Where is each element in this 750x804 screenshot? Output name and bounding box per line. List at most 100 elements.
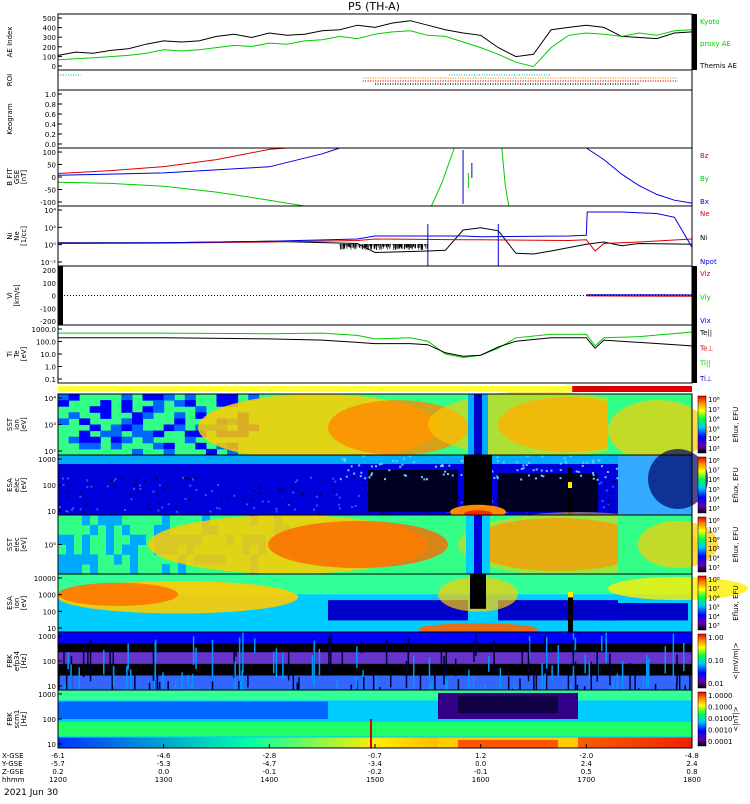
spectrogram-cell — [332, 478, 334, 480]
spectrogram-cell — [205, 494, 207, 496]
spectrogram-cell — [67, 511, 69, 513]
spectrogram-cell — [156, 478, 158, 480]
spectrogram-cell — [560, 463, 562, 465]
ni-series-2 — [58, 212, 692, 247]
esa1-colorbar — [698, 457, 706, 513]
spectrogram-cell — [115, 478, 117, 480]
spectrogram-cell — [546, 637, 548, 669]
spectrogram-cell — [488, 656, 490, 672]
sst1-cb-tick: 10⁸ — [708, 396, 720, 404]
sst1-ylabel: [eV] — [20, 417, 28, 432]
spectrogram-cell — [609, 510, 611, 512]
spectrogram-cell — [111, 425, 122, 432]
spectrogram-cell — [121, 437, 132, 444]
spectrogram-cell — [253, 507, 255, 509]
spectrogram-cell — [130, 554, 138, 564]
spectrogram-cell — [333, 490, 335, 492]
spectrogram-cell — [122, 545, 130, 555]
spectrogram-cell — [66, 535, 74, 545]
spectrogram-cell — [614, 480, 616, 482]
bfit-ytick-label: 50 — [47, 162, 56, 170]
spectrogram-cell — [461, 502, 463, 504]
spectrogram-cell — [67, 477, 69, 479]
spectrogram-cell — [188, 478, 190, 480]
ti-legend-1: Te⊥ — [699, 344, 714, 352]
spectrogram-cell — [80, 508, 82, 510]
spectrogram-cell — [239, 637, 241, 680]
spectrogram-cell — [90, 640, 92, 681]
ti-ylabel: [eV] — [20, 346, 28, 361]
spectrogram-cell — [69, 394, 80, 401]
spectrogram-cell — [87, 652, 89, 670]
spectrogram-cell — [610, 492, 612, 494]
fbk2-cb-tick: 0.0001 — [708, 738, 733, 746]
vi-legend-2: Vix — [700, 317, 711, 325]
spectrogram-cell — [79, 431, 90, 438]
spectrogram-cell — [551, 665, 553, 680]
spectrogram-cell — [111, 431, 122, 438]
esa1-cb-tick: 10⁶ — [708, 476, 720, 484]
ti-series-1 — [58, 338, 692, 357]
spectrogram-cell — [616, 468, 618, 470]
spectrogram-cell — [58, 400, 69, 407]
sst1-cb-tick: 10⁶ — [708, 416, 720, 424]
spectrogram-cell — [66, 545, 74, 555]
x-tick-value: 1300 — [155, 776, 173, 784]
ti-legend-0: Te|| — [699, 329, 712, 337]
fbk1-ytick-label: 100 — [43, 658, 56, 666]
spectrogram-cell — [597, 459, 599, 461]
spectrogram-cell — [379, 463, 381, 465]
spectrogram-cell — [66, 554, 74, 564]
spectrogram-cell — [564, 461, 566, 463]
spectrogram-cell — [254, 490, 256, 492]
spectrogram-cell — [59, 506, 61, 508]
bfit-series-1 — [58, 182, 322, 206]
spectrogram-cell — [58, 722, 692, 737]
ae-legend-0: Kyoto — [700, 18, 720, 26]
x-tick-value: -4.8 — [685, 752, 699, 760]
spectrogram-cell — [159, 484, 161, 486]
spectrogram-cell — [573, 640, 575, 666]
spectrogram-cell — [164, 394, 175, 401]
spectrogram-cell — [124, 509, 126, 511]
spectrogram-cell — [164, 443, 175, 450]
spectrogram-cell — [528, 641, 530, 681]
spectrogram-cell — [90, 443, 101, 450]
spectrogram-cell — [605, 482, 607, 484]
spectrogram-cell — [564, 457, 566, 459]
ae-ytick-label: 300 — [43, 34, 56, 42]
bfit-series-0 — [58, 148, 305, 174]
x-tick-value: -2.0 — [579, 752, 593, 760]
spectrogram-cell — [351, 465, 353, 467]
spectrogram-cell — [351, 506, 353, 508]
spectrogram-cell — [212, 640, 214, 681]
ti-legend-2: Ti|| — [699, 360, 711, 368]
spectrogram-cell — [646, 655, 648, 688]
spectrogram-cell — [461, 460, 463, 462]
spectrogram-cell — [314, 492, 316, 494]
sst1-ytick-label: 10² — [44, 448, 56, 456]
spectrogram-cell — [226, 497, 228, 499]
spectrogram-cell — [371, 465, 373, 467]
spectrogram-cell — [586, 462, 588, 464]
fbk1-colorbar — [698, 634, 706, 688]
x-tick-value: 2.4 — [686, 760, 698, 768]
spectrogram-cell — [443, 474, 445, 476]
spectrogram-cell — [316, 496, 318, 498]
spectrogram-cell — [185, 400, 196, 407]
spectrogram-cell — [568, 591, 573, 632]
spectrogram-cell — [601, 500, 603, 502]
spectrogram-cell — [131, 498, 133, 500]
spectrogram-cell — [98, 515, 106, 525]
bfit-ytick-label: 100 — [43, 149, 56, 157]
ti-ytick-label: 0.1 — [45, 376, 56, 384]
esa2-cb-tick: 10⁸ — [708, 576, 720, 584]
spectrogram-cell — [452, 474, 454, 476]
ti-legend-3: Ti⊥ — [699, 375, 712, 383]
sst1-cb-tick: 10⁴ — [708, 435, 720, 443]
keo-ytick-label: 0.0 — [45, 141, 56, 149]
spectrogram-cell — [413, 461, 415, 463]
x-tick-value: -4.7 — [262, 760, 276, 768]
sst2-cb-tick: 10⁴ — [708, 555, 720, 563]
spectrogram-cell — [283, 488, 285, 490]
